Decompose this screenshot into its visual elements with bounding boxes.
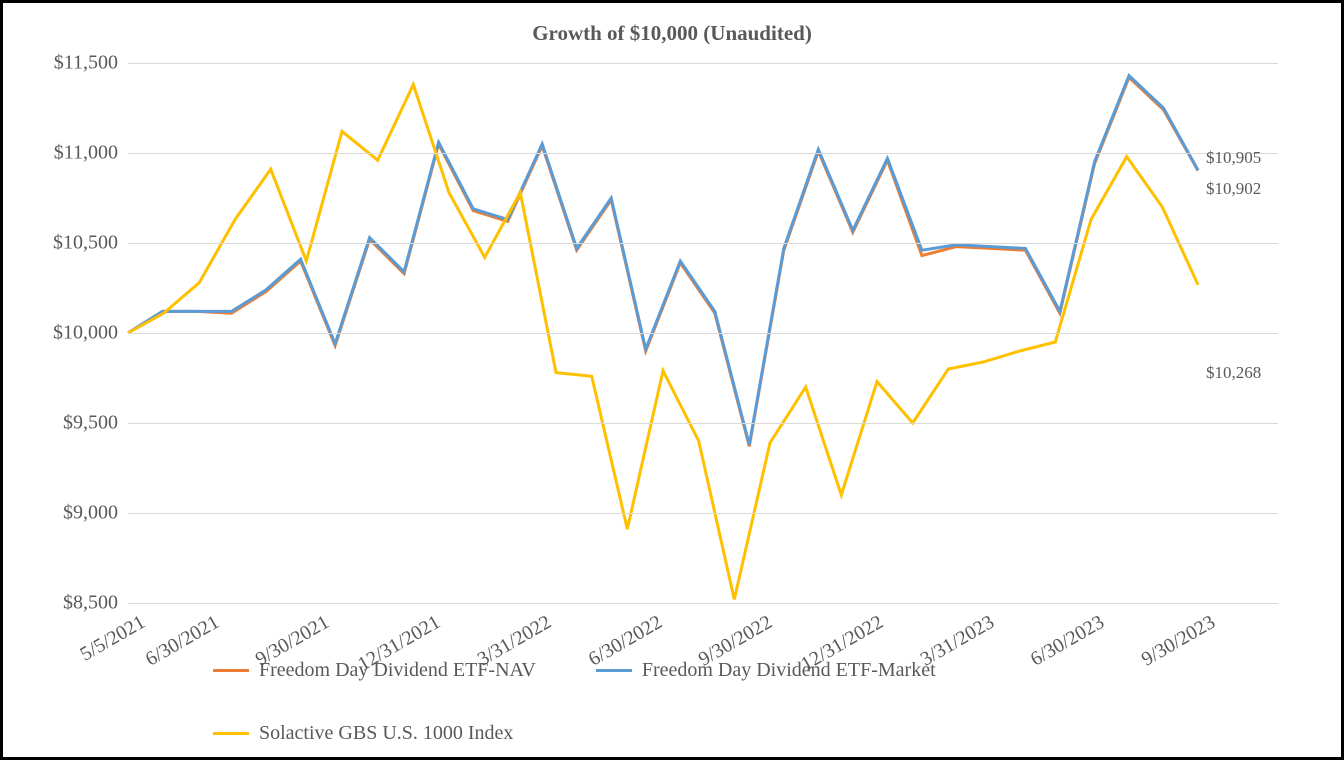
legend-item: Freedom Day Dividend ETF-Market: [596, 659, 936, 682]
legend-item: Freedom Day Dividend ETF-NAV: [213, 659, 536, 682]
y-axis-label: $8,500: [23, 592, 118, 615]
growth-chart: Growth of $10,000 (Unaudited) $8,500$9,0…: [0, 0, 1344, 760]
series-end-label: $10,905: [1206, 148, 1261, 168]
chart-title: Growth of $10,000 (Unaudited): [3, 21, 1341, 46]
series-line: [128, 85, 1198, 600]
legend-swatch: [596, 669, 632, 672]
grid-line: [128, 513, 1278, 514]
grid-line: [128, 153, 1278, 154]
series-end-label: $10,268: [1206, 363, 1261, 383]
series-end-label: $10,902: [1206, 179, 1261, 199]
grid-line: [128, 63, 1278, 64]
grid-line: [128, 333, 1278, 334]
y-axis-label: $9,000: [23, 502, 118, 525]
y-axis-label: $9,500: [23, 412, 118, 435]
grid-line: [128, 423, 1278, 424]
legend: Freedom Day Dividend ETF-NAV Freedom Day …: [213, 659, 1281, 745]
series-line: [128, 76, 1198, 445]
grid-line: [128, 603, 1278, 604]
series-line: [128, 77, 1198, 446]
legend-label: Freedom Day Dividend ETF-Market: [642, 659, 936, 682]
y-axis-label: $11,500: [23, 52, 118, 75]
legend-label: Solactive GBS U.S. 1000 Index: [259, 722, 513, 745]
legend-item: Solactive GBS U.S. 1000 Index: [213, 722, 513, 745]
grid-line: [128, 243, 1278, 244]
legend-swatch: [213, 669, 249, 672]
legend-swatch: [213, 732, 249, 735]
y-axis-label: $11,000: [23, 142, 118, 165]
y-axis-label: $10,000: [23, 322, 118, 345]
legend-label: Freedom Day Dividend ETF-NAV: [259, 659, 536, 682]
y-axis-label: $10,500: [23, 232, 118, 255]
plot-area: $8,500$9,000$9,500$10,000$10,500$11,000$…: [128, 63, 1278, 603]
